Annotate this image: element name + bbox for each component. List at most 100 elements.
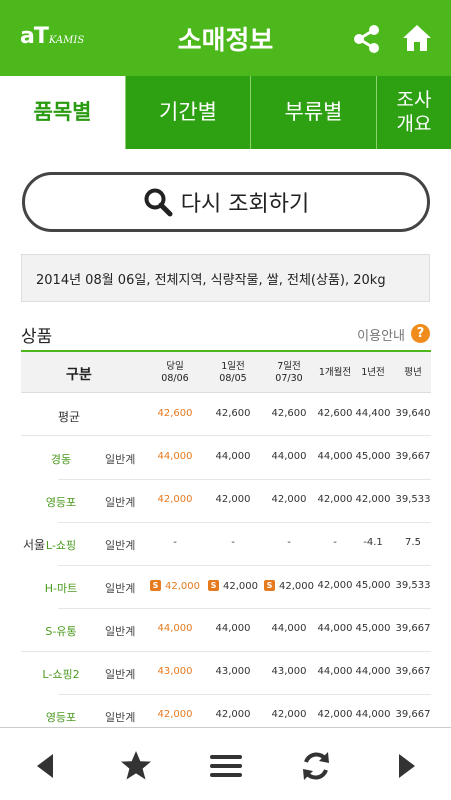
store-name: 영등포	[45, 711, 77, 724]
cell: 44,000	[157, 623, 193, 634]
header-7day-date: 07/30	[275, 372, 303, 384]
logo-kamis: KAMIS	[48, 35, 85, 46]
row-label-average: 평균	[58, 410, 81, 424]
refresh-button[interactable]	[296, 746, 336, 786]
cell: 42,000	[271, 494, 307, 505]
help-icon[interactable]: ?	[411, 324, 430, 343]
row-divider	[58, 565, 431, 566]
search-icon	[144, 188, 173, 217]
header-1day-label: 1일전	[221, 361, 245, 372]
table-row[interactable]: L-쇼핑2 일반계 43,000 43,000 43,000 44,000 44…	[21, 651, 431, 694]
cell-value: 42,000	[165, 581, 200, 592]
cell: 45,000	[355, 580, 391, 591]
tab-bar: 품목별 기간별 부류별 조사 개요	[0, 76, 451, 149]
section-title: 상품	[21, 327, 53, 347]
cell: 44,000	[271, 451, 307, 462]
cell: 44,000	[317, 623, 353, 634]
menu-icon	[210, 755, 242, 777]
home-icon	[403, 25, 431, 51]
cell: 42,600	[157, 408, 193, 419]
cell: 42,000	[271, 709, 307, 720]
cell: 45,000	[355, 623, 391, 634]
grade: 일반계	[105, 582, 136, 595]
cell: 43,000	[215, 666, 251, 677]
header-1day: 1일전 08/05	[205, 361, 261, 385]
tab-by-item[interactable]: 품목별	[0, 76, 125, 149]
table-row[interactable]: 영등포 일반계 42,000 42,000 42,000 42,000 44,0…	[21, 694, 431, 737]
app-header: aT KAMIS 소매정보	[0, 0, 451, 76]
header-7day: 7일전 07/30	[261, 361, 317, 385]
cell: 42,600	[317, 408, 353, 419]
grade: 일반계	[105, 668, 136, 681]
row-divider	[21, 651, 431, 652]
row-divider	[58, 694, 431, 695]
research-button[interactable]: 다시 조회하기	[22, 172, 430, 232]
store-name: L-쇼핑	[45, 539, 77, 552]
cell: 39,533	[395, 494, 431, 505]
cell: 44,000	[355, 709, 391, 720]
table-row[interactable]: 경동 일반계 44,000 44,000 44,000 44,000 45,00…	[21, 436, 431, 479]
region-label: 서울	[23, 538, 46, 552]
cell: 39,667	[395, 709, 431, 720]
store-name: H-마트	[44, 582, 78, 595]
usage-guide-link[interactable]: 이용안내	[357, 329, 405, 344]
row-divider	[58, 522, 431, 523]
cell: S 42,000	[205, 580, 261, 592]
sale-badge: S	[150, 580, 161, 591]
table-row[interactable]: S-유통 일반계 44,000 44,000 44,000 44,000 45,…	[21, 608, 431, 651]
table-row[interactable]: 영등포 일반계 42,000 42,000 42,000 42,000 42,0…	[21, 479, 431, 522]
table-row[interactable]: H-마트 일반계 S 42,000 S 42,000 S 42,000 42,000 …	[21, 565, 431, 608]
refresh-icon	[303, 752, 329, 780]
cell: S 42,000	[147, 580, 203, 592]
row-divider	[58, 608, 431, 609]
favorite-button[interactable]	[116, 746, 156, 786]
home-button[interactable]	[400, 21, 434, 55]
cell: 39,667	[395, 623, 431, 634]
table-row-average: 평균 42,600 42,600 42,600 42,600 44,400 39…	[21, 393, 431, 436]
cell: -	[231, 537, 235, 548]
grade: 일반계	[105, 496, 136, 509]
share-button[interactable]	[350, 22, 384, 56]
tab-by-category[interactable]: 부류별	[250, 76, 376, 149]
cell: 42,600	[215, 408, 251, 419]
logo-at: aT	[20, 24, 49, 49]
cell: 44,000	[215, 451, 251, 462]
tab-survey-overview[interactable]: 조사 개요	[376, 76, 451, 149]
menu-button[interactable]	[206, 746, 246, 786]
table-row[interactable]: L-쇼핑 일반계 - - - - -4.1 7.5	[21, 522, 431, 565]
sale-badge: S	[264, 580, 275, 591]
header-category: 구분	[66, 367, 92, 383]
cell: 39,667	[395, 666, 431, 677]
cell-value: 42,000	[223, 581, 258, 592]
cell: 42,000	[157, 494, 193, 505]
cell: -	[287, 537, 291, 548]
research-label: 다시 조회하기	[180, 192, 310, 217]
cell: 39,667	[395, 451, 431, 462]
grade: 일반계	[105, 453, 136, 466]
store-name: L-쇼핑2	[42, 668, 80, 681]
table-header: 구분 당일 08/06 1일전 08/05 7일전 07/30 1개월전 1년전…	[21, 352, 431, 393]
cell: 7.5	[405, 537, 421, 548]
query-summary: 2014년 08월 06일, 전체지역, 식량작물, 쌀, 전체(상품), 20…	[21, 254, 430, 302]
star-icon	[121, 751, 151, 780]
cell: 45,000	[355, 451, 391, 462]
cell: 39,640	[395, 408, 431, 419]
cell: -	[333, 537, 337, 548]
back-button[interactable]	[26, 746, 66, 786]
tab-by-period[interactable]: 기간별	[125, 76, 250, 149]
cell: S 42,000	[261, 580, 317, 592]
grade: 일반계	[105, 625, 136, 638]
price-table: 구분 당일 08/06 1일전 08/05 7일전 07/30 1개월전 1년전…	[21, 352, 431, 737]
forward-button[interactable]	[386, 746, 426, 786]
header-today: 당일 08/06	[147, 361, 203, 385]
cell: 42,000	[157, 709, 193, 720]
cell: 43,000	[157, 666, 193, 677]
cell: 44,000	[215, 623, 251, 634]
cell: 42,000	[317, 494, 353, 505]
cell: 44,000	[317, 666, 353, 677]
row-divider	[58, 479, 431, 480]
cell: 39,533	[395, 580, 431, 591]
cell: 42,000	[317, 709, 353, 720]
kamis-logo[interactable]: aT KAMIS	[20, 24, 84, 49]
cell: 43,000	[271, 666, 307, 677]
